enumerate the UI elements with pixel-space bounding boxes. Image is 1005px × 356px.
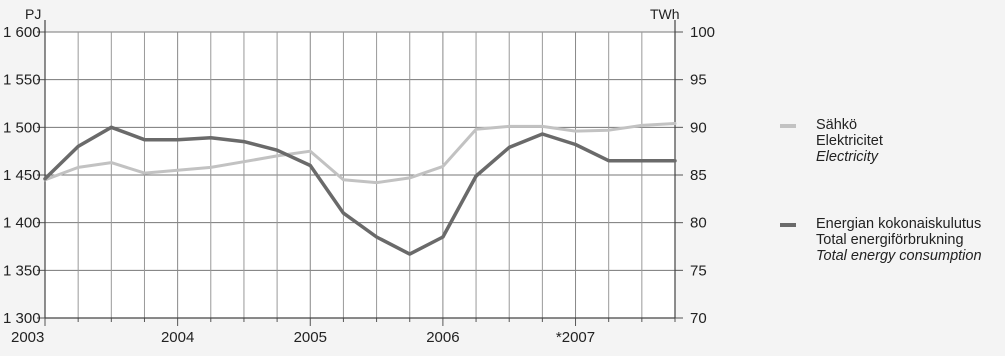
x-tick-label: 2005: [294, 329, 327, 346]
y-tick-label-left: 1 550: [3, 72, 41, 89]
y-tick-label-right: 100: [690, 24, 715, 41]
legend-label-energy-en: Total energy consumption: [816, 248, 982, 264]
y-tick-label-left: 1 400: [3, 215, 41, 232]
legend-label-energy-sv: Total energiförbrukning: [816, 232, 964, 248]
left-axis-unit: PJ: [25, 6, 41, 22]
right-axis-unit: TWh: [650, 6, 680, 22]
y-tick-label-right: 75: [690, 262, 707, 279]
legend-swatch-total-energy: [780, 223, 796, 227]
legend-label-energy-fi: Energian kokonaiskulutus: [816, 216, 982, 232]
y-tick-label-right: 95: [690, 72, 707, 89]
legend-label-electricity-fi: Sähkö: [816, 117, 858, 133]
x-tick-label: 2003: [11, 329, 44, 346]
x-tick-label: 2006: [426, 329, 459, 346]
x-tick-label: 2004: [161, 329, 194, 346]
series-line-electricity: [43, 122, 677, 185]
y-tick-label-left: 1 300: [3, 310, 41, 327]
y-tick-label-right: 70: [690, 310, 707, 327]
y-tick-label-left: 1 350: [3, 262, 41, 279]
y-tick-label-left: 1 500: [3, 119, 41, 136]
y-tick-label-left: 1 600: [3, 24, 41, 41]
legend-swatch-electricity: [780, 124, 796, 128]
legend-label-electricity-en: Electricity: [816, 149, 879, 165]
legend-label-electricity-sv: Elektricitet: [816, 133, 883, 149]
y-tick-label-right: 90: [690, 119, 707, 136]
series-line-total-energy: [43, 125, 677, 256]
y-tick-label-right: 80: [690, 215, 707, 232]
y-tick-label-right: 85: [690, 167, 707, 184]
x-tick-label: *2007: [556, 329, 595, 346]
y-tick-label-left: 1 450: [3, 167, 41, 184]
